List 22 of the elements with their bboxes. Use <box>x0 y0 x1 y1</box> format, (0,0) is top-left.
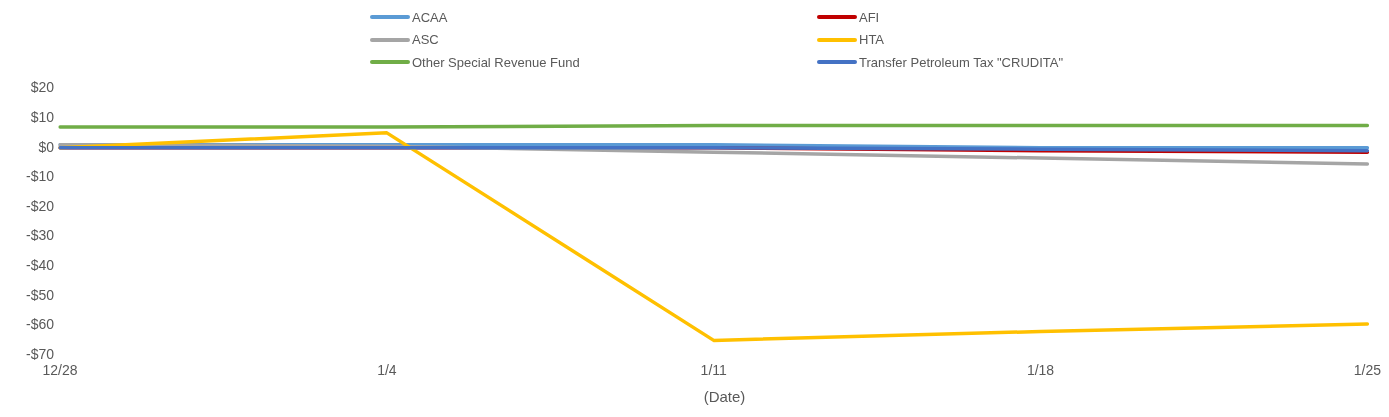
x-tick-label: 1/18 <box>1026 362 1055 379</box>
y-tick-label: -$10 <box>25 168 55 185</box>
legend-label: HTA <box>859 32 885 48</box>
legend-label: Transfer Petroleum Tax "CRUDITA" <box>859 54 1064 70</box>
legend-label: ASC <box>412 32 439 48</box>
legend-label: Other Special Revenue Fund <box>412 54 580 70</box>
y-tick-label: -$40 <box>25 257 55 274</box>
y-tick-label: $0 <box>38 138 55 155</box>
y-tick-label: -$20 <box>25 197 55 214</box>
x-tick-label: 12/28 <box>42 362 78 379</box>
y-tick-label: -$70 <box>25 346 55 363</box>
legend-label: AFI <box>859 9 880 25</box>
y-tick-label: $10 <box>30 108 55 125</box>
x-tick-label: 1/4 <box>377 362 397 379</box>
y-tick-label: -$50 <box>25 286 55 303</box>
y-tick-label: -$30 <box>25 227 55 244</box>
legend-label: ACAA <box>412 9 448 25</box>
x-tick-label: 1/11 <box>700 362 728 379</box>
x-axis-title: (Date) <box>702 388 747 405</box>
x-tick-label: 1/25 <box>1353 362 1382 379</box>
y-tick-label: $20 <box>30 79 55 96</box>
y-tick-label: -$60 <box>25 316 55 333</box>
